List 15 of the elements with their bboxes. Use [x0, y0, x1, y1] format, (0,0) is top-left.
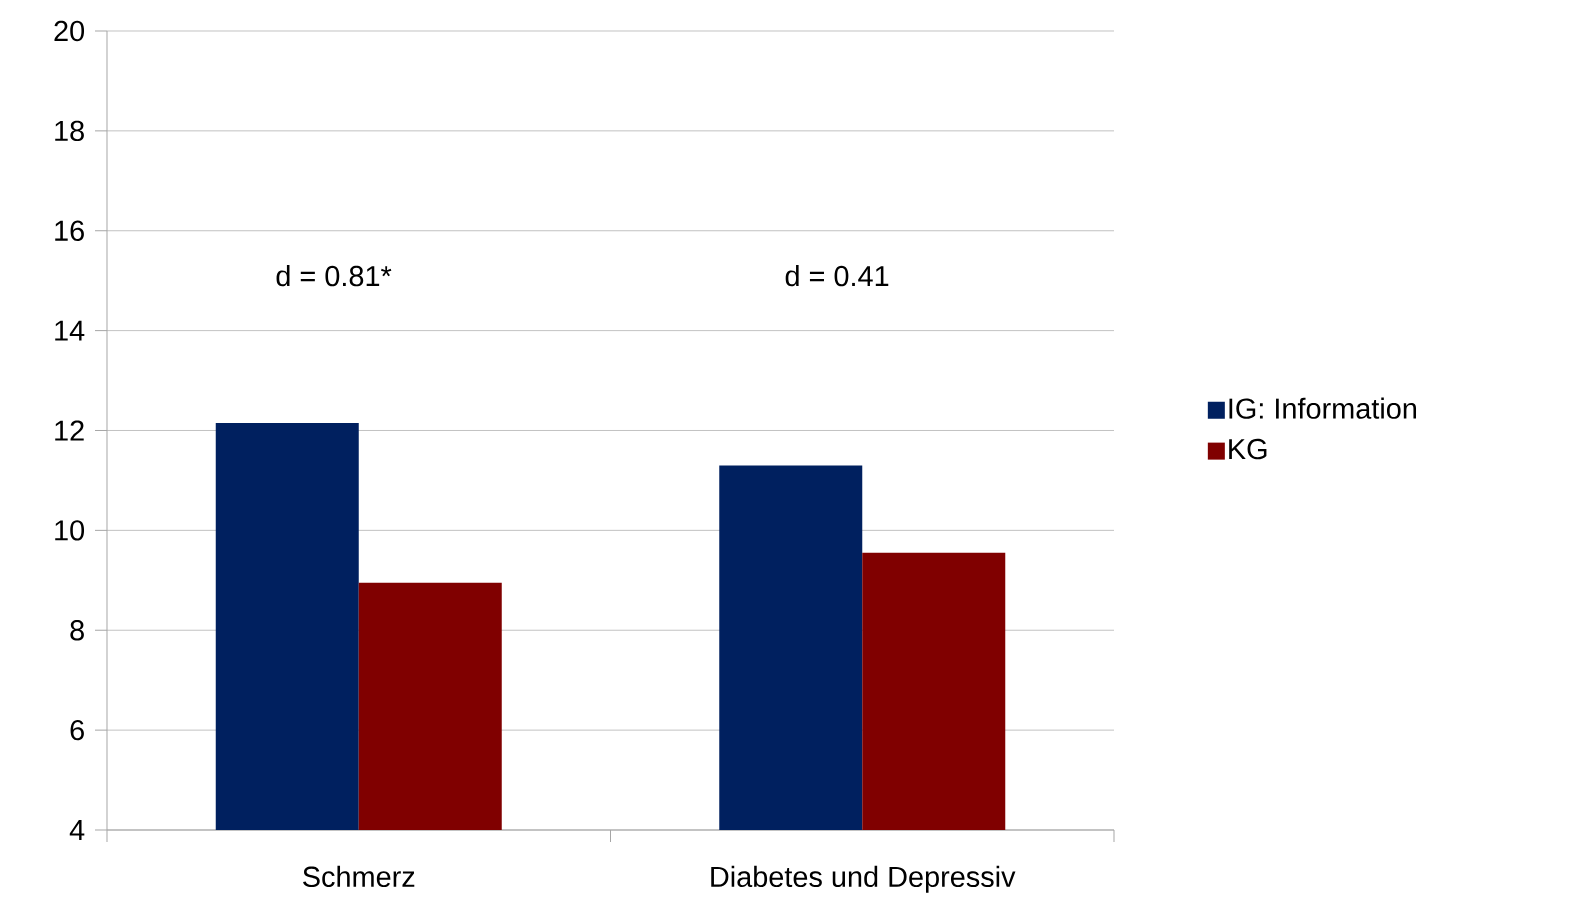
annotation: d = 0.81*: [276, 265, 392, 287]
y-tick-label: 20: [54, 20, 85, 42]
annotation: d = 0.41: [785, 265, 889, 287]
y-tick-label: 14: [55, 320, 85, 341]
y-tick-label: 18: [55, 120, 84, 142]
legend-label: KG: [1229, 438, 1267, 460]
y-tick-label: 4: [69, 820, 85, 840]
y-tick-label: 10: [55, 520, 85, 541]
y-tick-label: 8: [70, 620, 84, 641]
y-tick-label: 12: [55, 420, 84, 441]
y-tick-label: 16: [55, 220, 84, 241]
legend-label: IG: Information: [1229, 397, 1417, 419]
x-tick-label: Diabetes und Depressiv: [711, 865, 1016, 893]
x-tick-label: Schmerz: [303, 865, 415, 888]
y-tick-label: 6: [70, 719, 84, 741]
